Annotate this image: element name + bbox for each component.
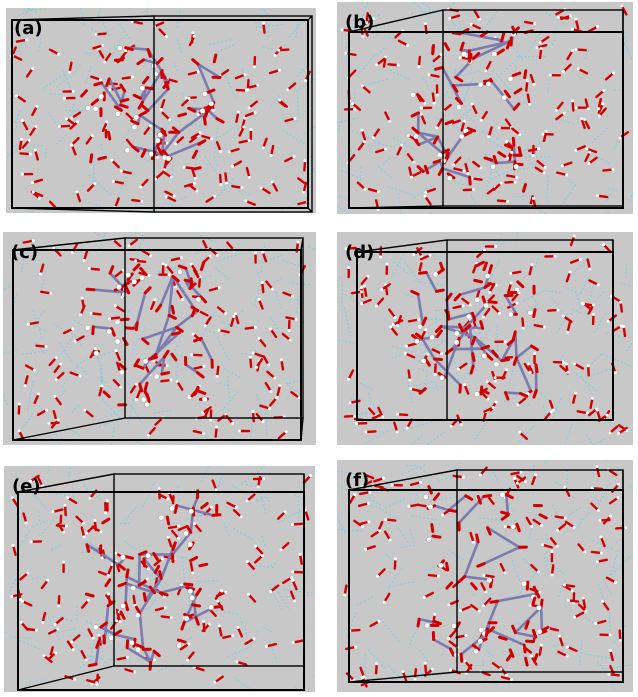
water-molecules [340, 4, 630, 212]
water-molecules [10, 20, 311, 211]
water-molecules [17, 238, 306, 441]
panel-b: (b) [337, 2, 633, 214]
mineral-cluster [80, 45, 225, 171]
molecular-render [4, 466, 315, 692]
panel-label: (f) [345, 470, 370, 491]
panel-background [3, 232, 316, 445]
molecular-render [337, 460, 633, 692]
molecular-render [337, 2, 633, 214]
panel-d: (d) [337, 232, 633, 445]
mineral-cluster [410, 25, 534, 193]
molecular-render [3, 232, 316, 445]
panel-label: (c) [11, 242, 39, 263]
mineral-cluster [84, 261, 214, 408]
simulation-box-edges [348, 9, 624, 209]
simulation-box-edges [12, 237, 304, 441]
panel-e: (e) [4, 466, 315, 692]
simulation-box-edges [17, 473, 305, 691]
hydrogen-bond-network [337, 232, 633, 445]
water-molecules [343, 234, 629, 441]
simulation-box-edges [348, 469, 624, 683]
panel-a: (a) [6, 8, 316, 213]
molecular-render [6, 8, 316, 213]
panel-label: (e) [12, 476, 41, 497]
simulation-box-edges [356, 239, 614, 421]
panel-label: (d) [345, 242, 375, 263]
hydrogen-bond-network [6, 8, 316, 213]
simulation-box-edges [11, 15, 313, 213]
panel-label: (a) [14, 18, 43, 39]
mineral-cluster [84, 489, 223, 671]
mineral-cluster [410, 260, 539, 401]
molecular-render [337, 232, 633, 445]
panel-f: (f) [337, 460, 633, 692]
panel-label: (b) [345, 12, 375, 33]
panel-c: (c) [3, 232, 316, 445]
